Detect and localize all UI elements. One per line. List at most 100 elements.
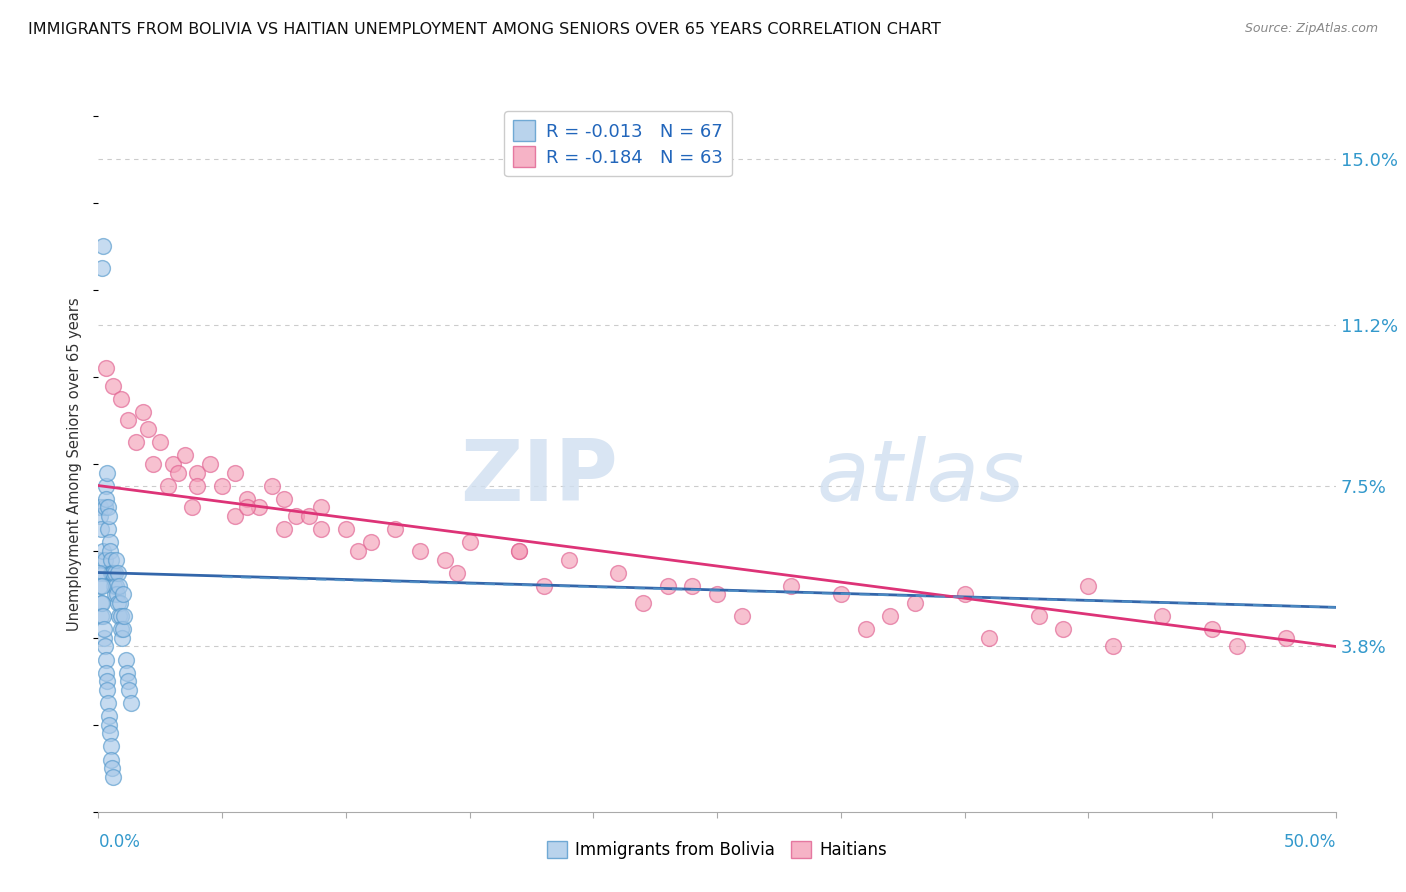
Point	[93, 500, 115, 515]
Point	[101, 770, 124, 784]
Point	[107, 596, 129, 610]
Point	[98, 717, 121, 731]
Point	[103, 378, 125, 392]
Point	[94, 665, 117, 680]
Point	[97, 508, 120, 523]
Point	[607, 566, 630, 580]
Point	[1201, 622, 1223, 636]
Point	[142, 457, 165, 471]
Point	[508, 544, 530, 558]
Point	[458, 535, 481, 549]
Point	[156, 478, 179, 492]
Text: Source: ZipAtlas.com: Source: ZipAtlas.com	[1244, 22, 1378, 36]
Point	[309, 522, 332, 536]
Point	[508, 544, 530, 558]
Point	[904, 596, 927, 610]
Point	[100, 552, 122, 566]
Point	[98, 535, 121, 549]
Point	[105, 578, 128, 592]
Point	[107, 578, 129, 592]
Point	[1052, 622, 1074, 636]
Text: IMMIGRANTS FROM BOLIVIA VS HAITIAN UNEMPLOYMENT AMONG SENIORS OVER 65 YEARS CORR: IMMIGRANTS FROM BOLIVIA VS HAITIAN UNEMP…	[28, 22, 941, 37]
Point	[953, 587, 976, 601]
Text: atlas: atlas	[815, 436, 1024, 519]
Point	[94, 478, 117, 492]
Point	[103, 578, 125, 592]
Point	[100, 566, 122, 580]
Point	[118, 683, 141, 698]
Point	[93, 631, 115, 645]
Point	[89, 508, 111, 523]
Point	[94, 652, 117, 666]
Point	[855, 622, 877, 636]
Point	[94, 552, 117, 566]
Point	[1152, 609, 1174, 624]
Point	[93, 622, 115, 636]
Point	[111, 622, 134, 636]
Point	[198, 457, 221, 471]
Point	[132, 405, 155, 419]
Point	[110, 392, 132, 406]
Point	[309, 500, 332, 515]
Point	[115, 665, 138, 680]
Point	[112, 587, 135, 601]
Point	[149, 435, 172, 450]
Text: 0.0%: 0.0%	[98, 833, 141, 851]
Point	[236, 500, 259, 515]
Point	[96, 674, 118, 689]
Point	[91, 609, 114, 624]
Point	[446, 566, 468, 580]
Point	[224, 466, 246, 480]
Point	[110, 609, 132, 624]
Point	[101, 566, 124, 580]
Point	[780, 578, 803, 592]
Point	[103, 566, 125, 580]
Point	[104, 552, 127, 566]
Point	[97, 522, 120, 536]
Point	[90, 596, 112, 610]
Point	[260, 478, 283, 492]
Point	[1275, 631, 1298, 645]
Point	[1028, 609, 1050, 624]
Y-axis label: Unemployment Among Seniors over 65 years: Unemployment Among Seniors over 65 years	[67, 297, 83, 631]
Point	[91, 596, 114, 610]
Point	[90, 522, 112, 536]
Point	[94, 640, 117, 654]
Point	[93, 566, 115, 580]
Point	[98, 726, 121, 740]
Point	[111, 631, 134, 645]
Point	[103, 566, 125, 580]
Point	[91, 261, 114, 276]
Point	[117, 413, 139, 427]
Point	[114, 652, 136, 666]
Point	[100, 739, 122, 754]
Point	[384, 522, 406, 536]
Legend: Immigrants from Bolivia, Haitians: Immigrants from Bolivia, Haitians	[540, 835, 894, 866]
Point	[186, 466, 208, 480]
Point	[1102, 640, 1125, 654]
Point	[108, 596, 131, 610]
Point	[97, 709, 120, 723]
Point	[166, 466, 188, 480]
Point	[100, 753, 122, 767]
Point	[110, 622, 132, 636]
Point	[979, 631, 1001, 645]
Point	[211, 478, 233, 492]
Point	[108, 609, 131, 624]
Point	[247, 500, 270, 515]
Point	[91, 544, 114, 558]
Point	[94, 361, 117, 376]
Point	[1077, 578, 1099, 592]
Point	[104, 587, 127, 601]
Point	[631, 596, 654, 610]
Point	[93, 239, 115, 253]
Point	[96, 683, 118, 698]
Point	[97, 500, 120, 515]
Point	[162, 457, 184, 471]
Point	[107, 566, 129, 580]
Point	[347, 544, 370, 558]
Text: 50.0%: 50.0%	[1284, 833, 1336, 851]
Point	[124, 435, 146, 450]
Point	[98, 544, 121, 558]
Point	[731, 609, 754, 624]
